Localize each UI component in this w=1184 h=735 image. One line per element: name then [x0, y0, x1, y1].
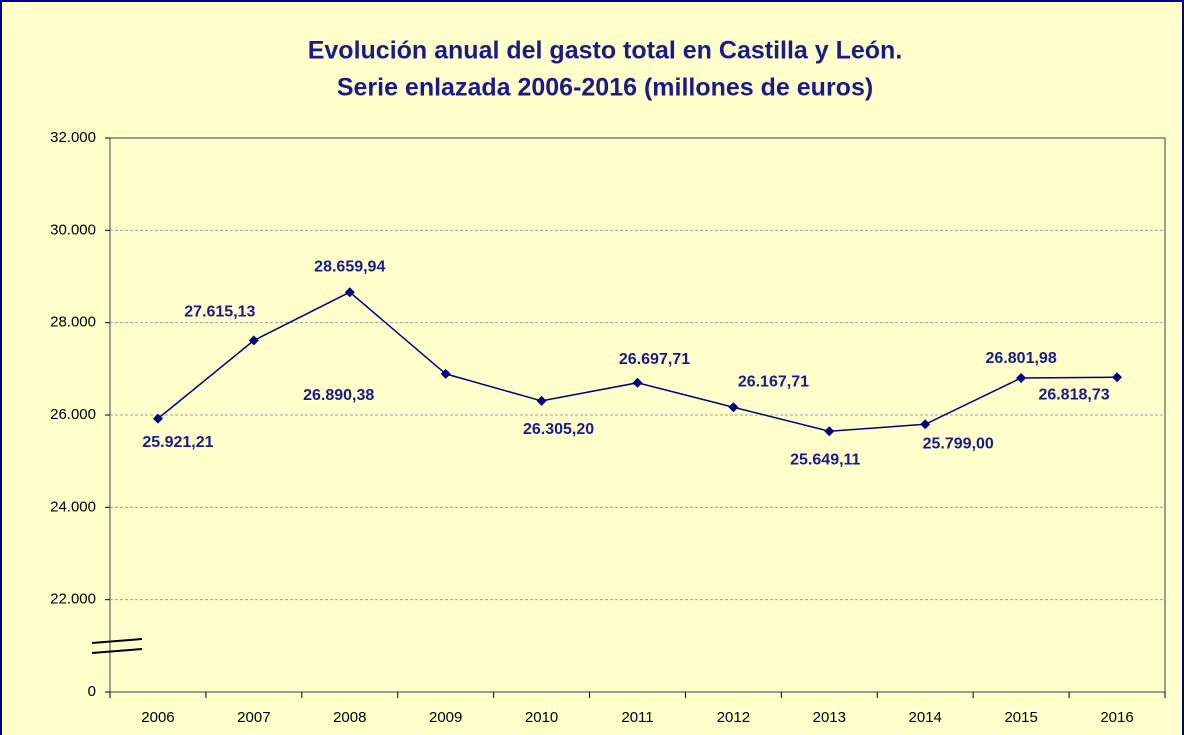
marker [440, 368, 451, 379]
marker [248, 335, 259, 346]
data-label: 26.697,71 [619, 351, 690, 368]
marker [152, 413, 163, 424]
marker [536, 395, 547, 406]
x-tick-label: 2012 [717, 709, 750, 726]
x-tick-label: 2010 [525, 709, 558, 726]
data-label: 26.818,73 [1038, 386, 1109, 403]
y-tick-label: 32.000 [50, 129, 96, 146]
data-label: 26.305,20 [523, 421, 594, 438]
data-label: 25.799,00 [923, 435, 994, 452]
data-label: 25.649,11 [790, 451, 860, 468]
x-tick-label: 2015 [1004, 709, 1037, 726]
marker [920, 419, 931, 430]
y-tick-label: 26.000 [50, 406, 96, 423]
marker [632, 377, 643, 388]
data-label: 25.921,21 [142, 434, 213, 451]
x-tick-label: 2007 [237, 709, 270, 726]
x-tick-label: 2009 [429, 709, 462, 726]
marker [824, 426, 835, 437]
x-tick-label: 2011 [621, 709, 653, 726]
y-tick-label: 30.000 [50, 221, 96, 238]
axis-break [91, 638, 143, 644]
chart-title: Evolución anual del gasto total en Casti… [308, 37, 903, 65]
y-tick-label: 24.000 [50, 498, 96, 515]
data-label: 28.659,94 [314, 258, 385, 275]
y-tick-label: 22.000 [50, 591, 96, 608]
marker [728, 402, 739, 413]
marker [1112, 372, 1123, 383]
y-tick-label: 0 [88, 683, 96, 700]
x-tick-label: 2013 [813, 709, 846, 726]
x-tick-label: 2006 [141, 709, 174, 726]
marker [344, 287, 355, 298]
axis-break [91, 648, 143, 654]
x-tick-label: 2014 [909, 709, 942, 726]
data-label: 26.890,38 [303, 387, 374, 404]
y-tick-label: 28.000 [50, 314, 96, 331]
chart-subtitle: Serie enlazada 2006-2016 (millones de eu… [337, 74, 873, 102]
x-tick-label: 2016 [1100, 709, 1133, 726]
data-label: 26.167,71 [738, 373, 809, 390]
data-label: 27.615,13 [184, 304, 255, 321]
marker [1016, 372, 1027, 383]
x-tick-label: 2008 [333, 709, 366, 726]
data-label: 26.801,98 [986, 350, 1057, 367]
